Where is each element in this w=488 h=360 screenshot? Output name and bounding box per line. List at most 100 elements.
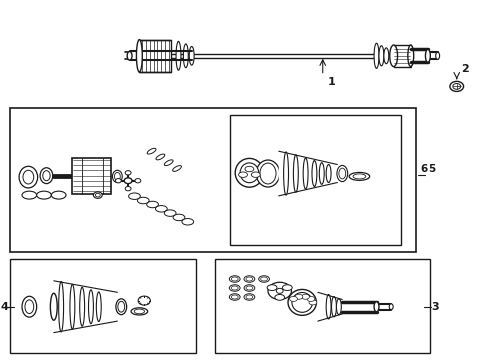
Ellipse shape — [303, 158, 307, 189]
Ellipse shape — [131, 308, 147, 315]
Ellipse shape — [128, 193, 140, 199]
Ellipse shape — [96, 292, 101, 321]
Bar — [72, 158, 111, 194]
Ellipse shape — [435, 52, 439, 59]
Ellipse shape — [260, 277, 267, 281]
Text: 6: 6 — [420, 163, 427, 174]
Ellipse shape — [336, 165, 347, 181]
Ellipse shape — [301, 294, 309, 299]
Ellipse shape — [383, 48, 388, 64]
Ellipse shape — [287, 289, 316, 315]
Ellipse shape — [293, 155, 298, 192]
Ellipse shape — [389, 45, 397, 67]
Ellipse shape — [93, 192, 102, 198]
Ellipse shape — [283, 152, 288, 195]
Ellipse shape — [325, 165, 330, 183]
Ellipse shape — [116, 299, 126, 315]
Ellipse shape — [112, 170, 122, 183]
Ellipse shape — [40, 168, 53, 184]
Ellipse shape — [25, 300, 34, 314]
Bar — [139, 40, 171, 72]
Ellipse shape — [59, 282, 63, 332]
Ellipse shape — [336, 299, 341, 315]
Ellipse shape — [244, 294, 254, 300]
Ellipse shape — [452, 84, 460, 89]
Ellipse shape — [306, 296, 314, 301]
Bar — [10, 259, 195, 353]
Ellipse shape — [244, 276, 254, 282]
Ellipse shape — [43, 171, 50, 181]
Ellipse shape — [164, 160, 173, 166]
Ellipse shape — [251, 172, 260, 177]
Ellipse shape — [156, 154, 164, 160]
Ellipse shape — [182, 219, 193, 225]
Ellipse shape — [282, 285, 292, 291]
Ellipse shape — [245, 277, 252, 281]
Ellipse shape — [319, 163, 324, 184]
Ellipse shape — [95, 193, 100, 197]
Text: 1: 1 — [327, 77, 335, 87]
Ellipse shape — [352, 174, 365, 179]
Ellipse shape — [146, 201, 158, 208]
Ellipse shape — [373, 43, 378, 68]
Ellipse shape — [245, 295, 252, 299]
Ellipse shape — [231, 277, 238, 281]
Ellipse shape — [51, 191, 66, 199]
Ellipse shape — [50, 293, 57, 320]
Ellipse shape — [125, 186, 131, 191]
Text: 5: 5 — [427, 163, 435, 174]
Ellipse shape — [173, 214, 184, 221]
Ellipse shape — [325, 294, 330, 319]
Ellipse shape — [172, 166, 181, 171]
Ellipse shape — [256, 160, 279, 187]
Text: 3: 3 — [431, 302, 439, 312]
Ellipse shape — [274, 294, 284, 300]
Ellipse shape — [136, 40, 142, 72]
Ellipse shape — [231, 295, 238, 299]
Text: 2: 2 — [460, 64, 468, 74]
Bar — [229, 115, 400, 245]
Ellipse shape — [115, 179, 121, 183]
Ellipse shape — [22, 296, 37, 317]
Ellipse shape — [125, 171, 131, 175]
Ellipse shape — [338, 168, 345, 179]
Ellipse shape — [244, 166, 253, 172]
Bar — [215, 259, 429, 353]
Ellipse shape — [291, 292, 312, 312]
Ellipse shape — [266, 285, 276, 291]
Ellipse shape — [240, 163, 258, 183]
Ellipse shape — [258, 276, 269, 282]
Ellipse shape — [425, 49, 429, 62]
Ellipse shape — [407, 45, 413, 67]
Ellipse shape — [23, 170, 34, 184]
Ellipse shape — [127, 51, 132, 60]
Ellipse shape — [88, 290, 93, 324]
Ellipse shape — [137, 197, 149, 204]
Ellipse shape — [331, 297, 336, 317]
Ellipse shape — [37, 191, 51, 199]
Bar — [10, 108, 415, 252]
Ellipse shape — [348, 172, 369, 180]
Ellipse shape — [229, 276, 240, 282]
Ellipse shape — [311, 161, 316, 186]
Ellipse shape — [135, 179, 141, 183]
Ellipse shape — [378, 46, 383, 66]
Ellipse shape — [134, 309, 144, 314]
Ellipse shape — [235, 158, 263, 187]
Ellipse shape — [231, 286, 238, 290]
Ellipse shape — [245, 286, 252, 290]
Ellipse shape — [138, 296, 150, 305]
Ellipse shape — [373, 302, 378, 312]
Ellipse shape — [189, 46, 194, 65]
Ellipse shape — [118, 301, 124, 312]
Ellipse shape — [147, 148, 156, 154]
Ellipse shape — [238, 172, 247, 177]
Ellipse shape — [114, 172, 120, 180]
Ellipse shape — [308, 300, 316, 305]
Ellipse shape — [164, 210, 176, 216]
Ellipse shape — [244, 285, 254, 291]
Ellipse shape — [183, 44, 188, 68]
Ellipse shape — [229, 294, 240, 300]
Ellipse shape — [19, 166, 38, 188]
Ellipse shape — [70, 284, 75, 329]
